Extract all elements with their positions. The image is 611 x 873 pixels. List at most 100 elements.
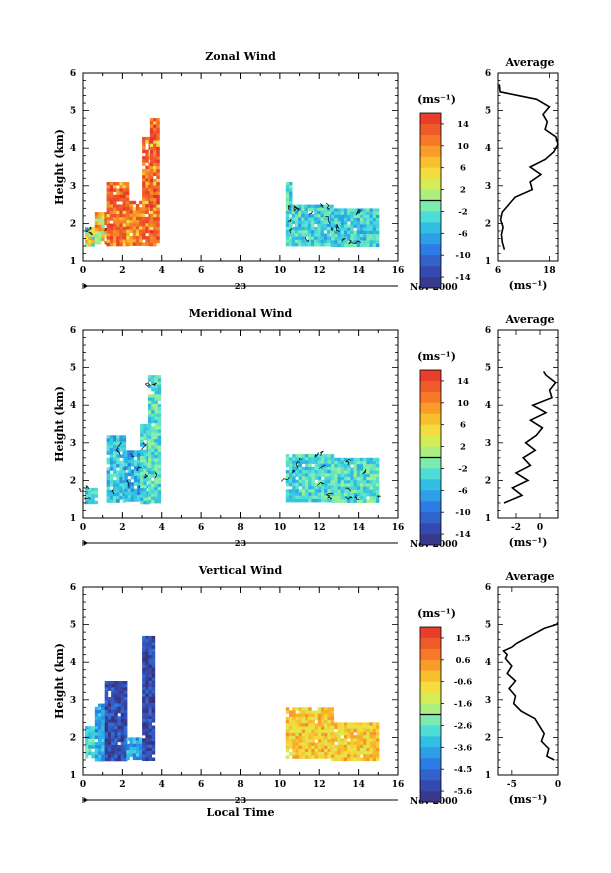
heatmap-cell [153,210,157,215]
heatmap-cell [154,391,158,395]
heatmap-cell [331,234,335,238]
heatmap-cell [114,738,118,743]
heatmap-cell [298,495,303,500]
heatmap-cell [366,240,370,244]
heatmap-cell [153,166,157,170]
heatmap-cell [350,243,354,248]
heatmap-cell [298,217,302,221]
average-title: Average [504,313,554,326]
heatmap-cell [145,216,149,221]
avg-y-tick-label: 3 [485,182,491,192]
heatmap-cell [151,703,156,707]
heatmap-cell [148,464,152,469]
heatmap-cell [154,375,158,379]
heatmap-cell [343,230,348,235]
heatmap-cell [133,459,138,464]
heatmap-cell [327,460,331,464]
heatmap-cell [292,729,296,734]
heatmap-cell [308,492,312,496]
heatmap-cell [153,143,157,148]
heatmap-cell [289,204,293,208]
heatmap-cell [317,726,322,730]
heatmap-cell [149,159,154,164]
heatmap-cell [142,722,146,726]
heatmap-cell [305,460,309,464]
heatmap-cell [120,745,125,749]
heatmap-cell [104,757,109,762]
heatmap-cell [145,674,149,678]
heatmap-cell [145,242,149,246]
heatmap-cell [292,739,296,743]
heatmap-cell [143,491,147,495]
heatmap-cell [140,500,144,505]
heatmap-cell [129,239,133,243]
heatmap-cell [314,211,318,215]
heatmap-cell [140,449,144,454]
heatmap-cell [298,476,303,480]
heatmap-cell [305,482,309,487]
heatmap-cell [142,667,146,672]
heatmap-cell [156,191,160,196]
heatmap-cell [101,735,105,740]
heatmap-cell [157,432,162,437]
heatmap-cell [324,460,328,464]
heatmap-cell [308,736,312,740]
heatmap-cell [375,486,380,491]
heatmap-cell [106,201,111,205]
heatmap-cell [106,207,111,212]
heatmap-cell [305,713,309,718]
heatmap-cell [301,211,305,215]
heatmap-cell [132,226,137,230]
heatmap-cell [321,720,325,724]
heatmap-cell [143,494,147,498]
heatmap-cell [151,683,156,688]
heatmap-cell [337,499,341,503]
heatmap-cell [117,709,121,714]
heatmap-cell [301,460,306,464]
heatmap-cell [343,221,348,225]
avg-y-tick-label: 5 [485,107,491,117]
heatmap-cell [117,681,121,685]
heatmap-cell [116,239,120,244]
heatmap-cell [308,476,312,480]
heatmap-cell [301,479,306,484]
heatmap-cell [148,690,152,694]
heatmap-cell [153,134,157,138]
heatmap-cell [366,754,370,758]
heatmap-cell [139,232,143,237]
x-tick-label: 6 [198,780,204,790]
heatmap-cell [145,197,149,202]
heatmap-cell [324,476,328,480]
heatmap-cell [109,210,114,215]
heatmap-cell [340,457,345,462]
heatmap-cell [343,732,348,736]
heatmap-cell [295,492,299,496]
heatmap-cell [369,208,373,212]
heatmap-cell [337,221,341,225]
heatmap-cell [295,732,299,737]
heatmap-cell [331,221,335,225]
heatmap-cell [298,454,303,458]
heatmap-cell [327,707,331,711]
heatmap-cell [148,715,152,720]
heatmap-cell [122,194,127,199]
heatmap-cell [331,243,335,248]
heatmap-cell [289,194,293,199]
heatmap-cell [85,487,89,492]
y-tick-label: 1 [70,514,76,524]
heatmap-cell [359,496,364,500]
heatmap-cell [343,477,348,481]
heatmap-cell [331,227,335,232]
heatmap-cell [331,467,335,471]
heatmap-cell [130,463,135,467]
heatmap-cell [154,483,158,488]
heatmap-cell [132,239,137,243]
heatmap-cell [157,496,162,501]
heatmap-cell [109,223,114,228]
heatmap-cell [126,229,130,234]
heatmap-cell [317,239,321,244]
heatmap-cell [94,729,99,733]
heatmap-cell [369,748,373,752]
heatmap-cell [151,483,155,488]
colorbar-segment [420,222,441,234]
